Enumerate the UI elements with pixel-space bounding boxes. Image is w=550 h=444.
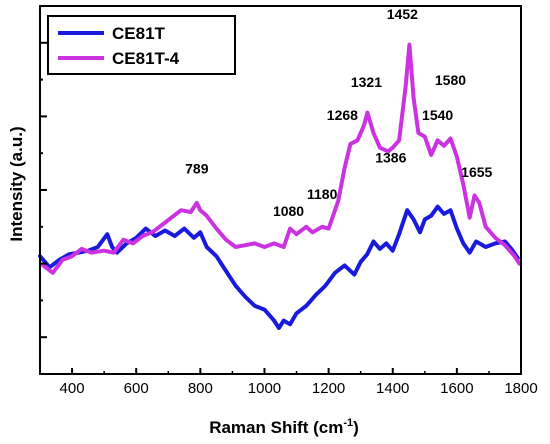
- x-tick-label-800: 800: [188, 380, 213, 397]
- peak-label-1180: 1180: [307, 186, 338, 202]
- y-axis-title: Intensity (a.u.): [7, 126, 26, 241]
- peak-label-789: 789: [185, 160, 209, 176]
- x-tick-label-1400: 1400: [376, 380, 409, 397]
- peak-label-1580: 1580: [435, 72, 466, 88]
- legend: CE81T CE81T-4: [47, 15, 236, 75]
- peak-label-1080: 1080: [273, 203, 304, 219]
- plot-area: [38, 42, 522, 330]
- legend-label-0: CE81T: [112, 24, 166, 43]
- legend-box: [47, 15, 236, 75]
- x-tick-label-1200: 1200: [312, 380, 345, 397]
- peak-label-1452: 1452: [387, 6, 418, 22]
- legend-label-1: CE81T-4: [112, 49, 180, 68]
- peak-label-1386: 1386: [375, 149, 406, 165]
- x-axis-title-main: Raman Shift (cm: [209, 418, 343, 437]
- series-line-ce81t: [38, 204, 520, 330]
- x-axis-title: Raman Shift (cm-1): [209, 417, 359, 437]
- x-tick-label-400: 400: [60, 380, 85, 397]
- series-line-ce81t-4: [41, 42, 522, 275]
- axes: 400 600 800 1000 1200 1400 1600 1800: [39, 5, 538, 397]
- x-tick-label-1600: 1600: [440, 380, 473, 397]
- peak-label-1655: 1655: [461, 164, 492, 180]
- x-tick-label-1800: 1800: [504, 380, 537, 397]
- x-axis-title-end: ): [353, 418, 359, 437]
- peak-label-1540: 1540: [422, 107, 453, 123]
- peak-label-1268: 1268: [327, 107, 358, 123]
- peak-label-1321: 1321: [351, 74, 382, 90]
- x-tick-label-1000: 1000: [248, 380, 281, 397]
- x-tick-label-600: 600: [124, 380, 149, 397]
- x-axis-title-superscript: -1: [343, 417, 353, 429]
